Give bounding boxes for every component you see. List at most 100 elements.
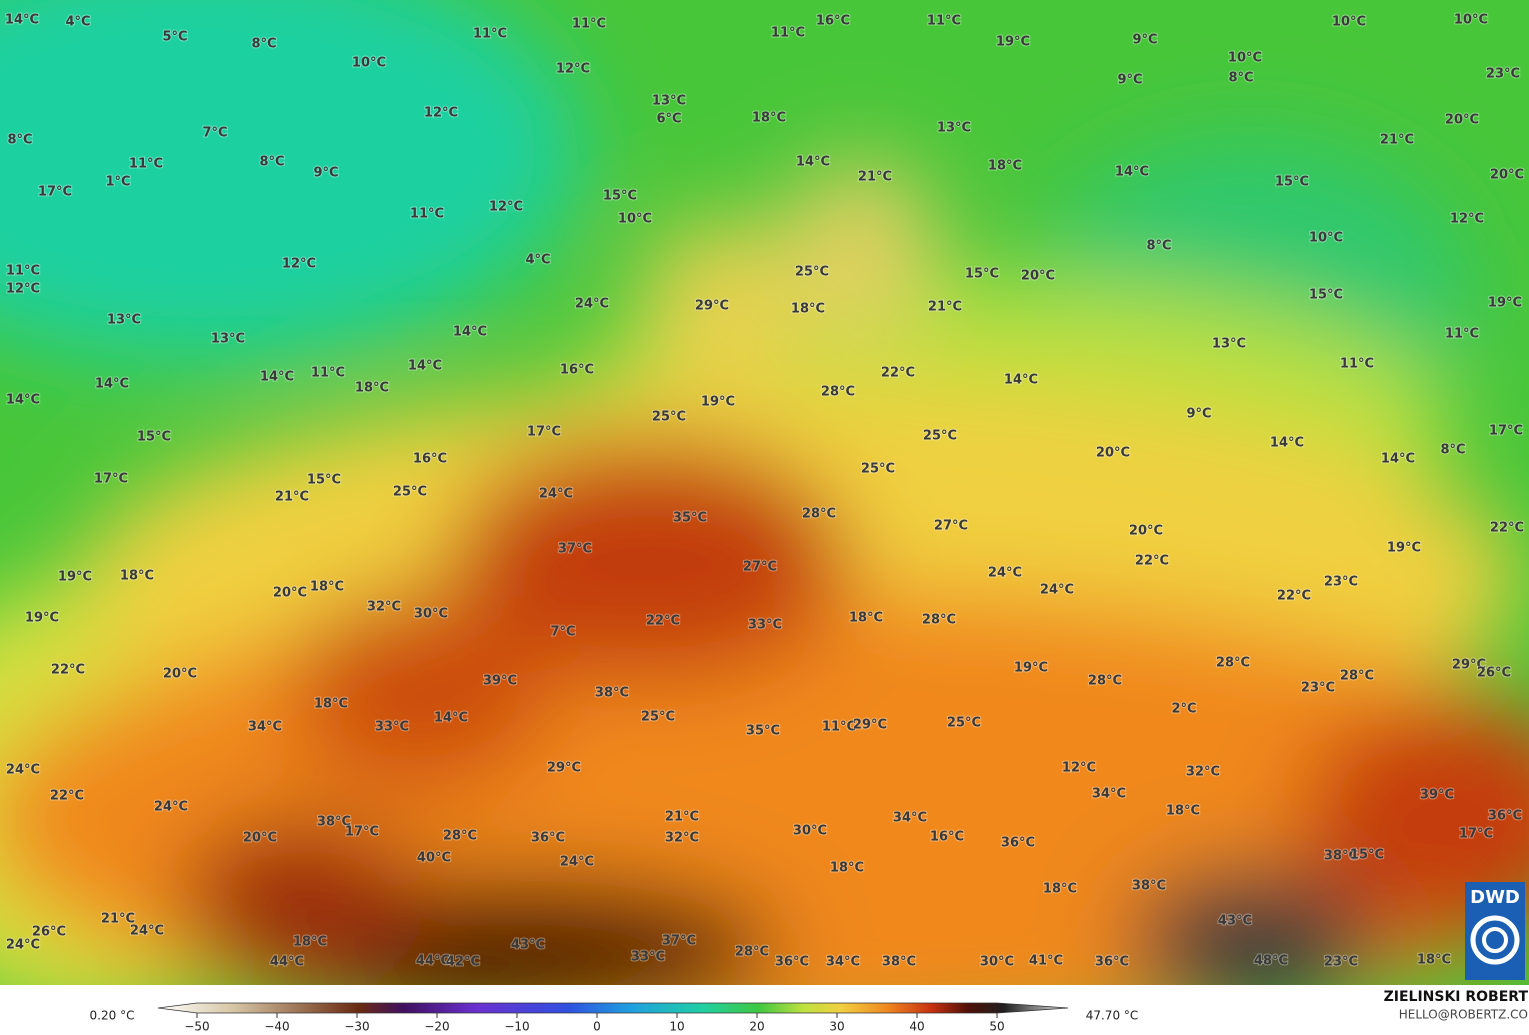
- temperature-label: 22°C: [50, 789, 84, 804]
- climate-zone: [640, 220, 800, 380]
- temperature-label: 12°C: [489, 200, 523, 215]
- temperature-label: 4°C: [525, 253, 550, 268]
- temperature-label: 18°C: [1417, 953, 1451, 968]
- temperature-label: 17°C: [1489, 424, 1523, 439]
- temperature-label: 12°C: [1450, 212, 1484, 227]
- temperature-label: 8°C: [1440, 443, 1465, 458]
- temperature-label: 18°C: [1166, 804, 1200, 819]
- temperature-label: 9°C: [313, 166, 338, 181]
- temperature-label: 22°C: [646, 614, 680, 629]
- temperature-label: 32°C: [1186, 765, 1220, 780]
- temperature-label: 42°C: [446, 955, 480, 970]
- temperature-label: 11°C: [572, 17, 606, 32]
- temperature-label: 43°C: [1218, 914, 1252, 929]
- temperature-label: 36°C: [1095, 955, 1129, 970]
- temperature-label: 15°C: [1309, 288, 1343, 303]
- temperature-label: 13°C: [211, 332, 245, 347]
- temperature-label: 12°C: [424, 106, 458, 121]
- temperature-label: 28°C: [735, 945, 769, 960]
- temperature-label: 14°C: [95, 377, 129, 392]
- temperature-label: 16°C: [930, 830, 964, 845]
- temperature-label: 6°C: [656, 112, 681, 127]
- temperature-label: 16°C: [816, 14, 850, 29]
- temperature-label: 8°C: [259, 155, 284, 170]
- temperature-label: 12°C: [282, 257, 316, 272]
- temperature-label: 18°C: [355, 381, 389, 396]
- temperature-label: 44°C: [416, 954, 450, 969]
- temperature-label: 20°C: [163, 667, 197, 682]
- temperature-label: 11°C: [1445, 327, 1479, 342]
- temperature-label: 10°C: [352, 56, 386, 71]
- temperature-label: 15°C: [307, 473, 341, 488]
- temperature-label: 16°C: [560, 363, 594, 378]
- temperature-label: 18°C: [752, 111, 786, 126]
- temperature-label: 29°C: [547, 761, 581, 776]
- temperature-label: 25°C: [652, 410, 686, 425]
- temperature-label: 17°C: [527, 425, 561, 440]
- temperature-label: 22°C: [1490, 521, 1524, 536]
- temperature-label: 33°C: [748, 618, 782, 633]
- temperature-label: 10°C: [1332, 15, 1366, 30]
- temperature-label: 27°C: [743, 560, 777, 575]
- temperature-label: 19°C: [58, 570, 92, 585]
- temperature-label: 20°C: [1021, 269, 1055, 284]
- temperature-label: 37°C: [558, 542, 592, 557]
- temperature-label: 24°C: [575, 297, 609, 312]
- temperature-label: 8°C: [1228, 71, 1253, 86]
- temperature-label: 36°C: [1001, 836, 1035, 851]
- temperature-label: 4°C: [65, 15, 90, 30]
- colorbar-tick-label: 20: [749, 1020, 764, 1034]
- temperature-label: 10°C: [1309, 231, 1343, 246]
- temperature-label: 7°C: [550, 625, 575, 640]
- temperature-label: 8°C: [7, 133, 32, 148]
- temperature-label: 26°C: [1477, 666, 1511, 681]
- temperature-label: 36°C: [531, 831, 565, 846]
- climate-zone: [780, 160, 940, 340]
- temperature-label: 14°C: [434, 711, 468, 726]
- temperature-label: 44°C: [270, 955, 304, 970]
- temperature-label: 16°C: [413, 452, 447, 467]
- temperature-label: 18°C: [310, 580, 344, 595]
- temperature-label: 38°C: [1324, 849, 1358, 864]
- temperature-label: 41°C: [1029, 954, 1063, 969]
- temperature-label: 40°C: [417, 851, 451, 866]
- temperature-label: 18°C: [314, 697, 348, 712]
- temperature-label: 33°C: [375, 720, 409, 735]
- temperature-label: 8°C: [251, 37, 276, 52]
- temperature-label: 36°C: [775, 955, 809, 970]
- temperature-label: 1°C: [105, 175, 130, 190]
- temperature-label: 11°C: [410, 207, 444, 222]
- climate-zone: [180, 820, 420, 980]
- temperature-label: 14°C: [453, 325, 487, 340]
- temperature-label: 25°C: [923, 429, 957, 444]
- temperature-label: 20°C: [1096, 446, 1130, 461]
- temperature-label: 18°C: [791, 302, 825, 317]
- temperature-label: 9°C: [1132, 33, 1157, 48]
- temperature-label: 14°C: [1004, 373, 1038, 388]
- climate-zone: [290, 590, 550, 790]
- temperature-label: 10°C: [618, 212, 652, 227]
- temperature-label: 14°C: [6, 393, 40, 408]
- temperature-label: 14°C: [5, 13, 39, 28]
- colorbar-tick-label: −30: [344, 1020, 369, 1034]
- temperature-label: 9°C: [1186, 407, 1211, 422]
- temperature-label: 21°C: [928, 300, 962, 315]
- temperature-label: 36°C: [1488, 809, 1522, 824]
- temperature-label: 18°C: [830, 861, 864, 876]
- temperature-label: 14°C: [1381, 452, 1415, 467]
- temperature-label: 7°C: [202, 126, 227, 141]
- temperature-label: 13°C: [937, 121, 971, 136]
- temperature-label: 29°C: [695, 299, 729, 314]
- temperature-label: 2°C: [1171, 702, 1196, 717]
- temperature-label: 5°C: [162, 30, 187, 45]
- temperature-label: 28°C: [922, 613, 956, 628]
- temperature-label: 17°C: [38, 185, 72, 200]
- temperature-label: 15°C: [965, 267, 999, 282]
- temperature-label: 18°C: [849, 611, 883, 626]
- temperature-label: 17°C: [345, 825, 379, 840]
- temperature-label: 23°C: [1324, 575, 1358, 590]
- temperature-label: 20°C: [1490, 168, 1524, 183]
- temperature-label: 23°C: [1324, 955, 1358, 970]
- temperature-label: 11°C: [927, 14, 961, 29]
